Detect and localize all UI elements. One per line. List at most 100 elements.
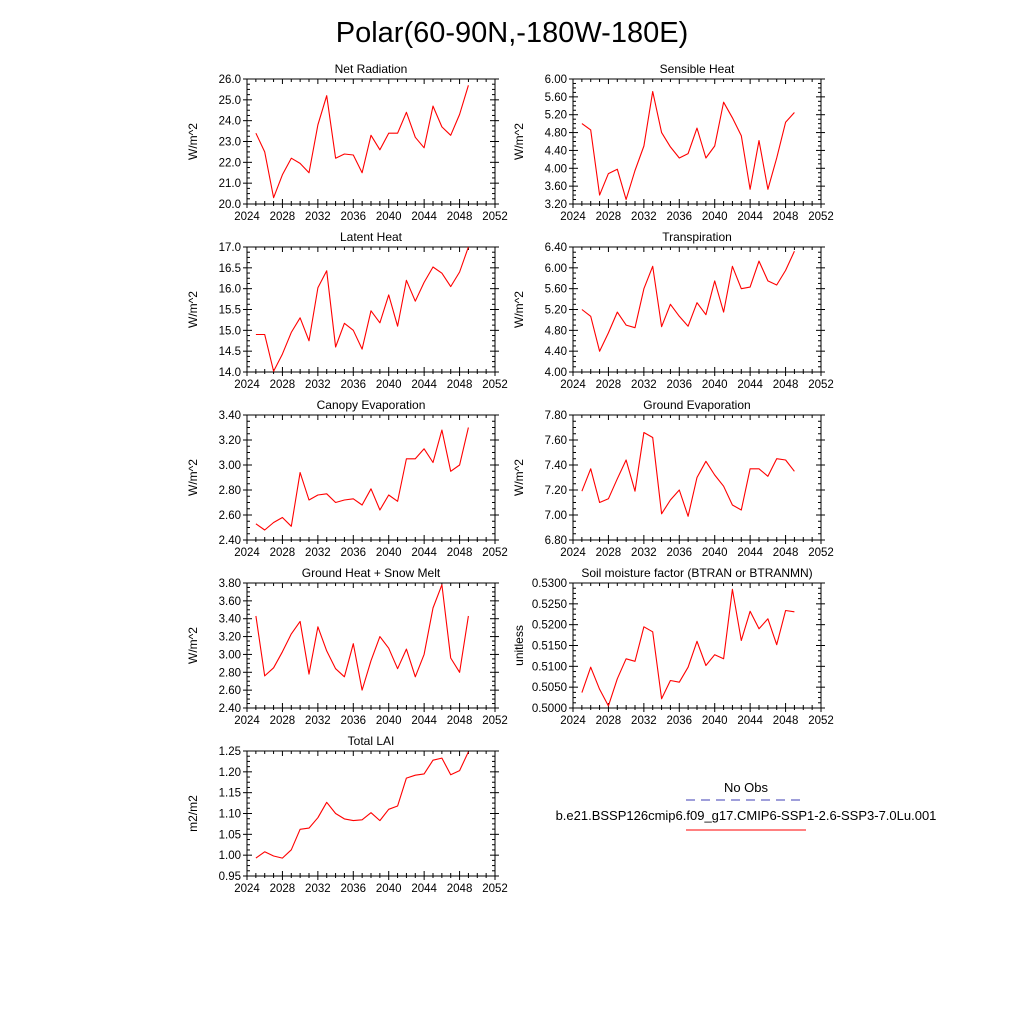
y-tick-label: 20.0 xyxy=(219,199,241,211)
legend-label-model: b.e21.BSSP126cmip6.f09_g17.CMIP6-SSP1-2.… xyxy=(556,808,937,823)
y-tick-label: 2.40 xyxy=(219,703,241,715)
x-tick-label: 2048 xyxy=(773,211,799,223)
y-tick-label: 3.60 xyxy=(219,596,241,608)
x-tick-label: 2040 xyxy=(702,211,728,223)
x-tick-label: 2048 xyxy=(773,547,799,559)
y-tick-label: 7.60 xyxy=(545,435,567,447)
x-tick-label: 2032 xyxy=(305,883,331,895)
x-tick-label: 2024 xyxy=(560,715,586,727)
y-tick-label: 2.80 xyxy=(219,667,241,679)
y-tick-label: 3.40 xyxy=(219,410,241,422)
series-line xyxy=(255,751,469,859)
x-tick-label: 2052 xyxy=(808,715,834,727)
panel-title: Transpiration xyxy=(662,230,732,244)
x-tick-label: 2052 xyxy=(482,715,508,727)
chart-panel-5: Canopy Evaporation W/m^2 2024 2028 2032 2036 2… xyxy=(186,398,508,559)
x-tick-label: 2040 xyxy=(376,547,402,559)
x-tick-label: 2040 xyxy=(702,547,728,559)
chart-panel-4: Transpiration W/m^2 2024 2028 2032 2036 2040 20… xyxy=(512,230,834,391)
x-tick-label: 2052 xyxy=(482,379,508,391)
y-tick-label: 23.0 xyxy=(219,137,241,149)
y-tick-label: 4.80 xyxy=(545,128,567,140)
legend-label-obs: No Obs xyxy=(724,780,769,795)
chart-panel-2: Sensible Heat W/m^2 2024 2028 2032 2036 2040 20… xyxy=(512,62,834,223)
series-line xyxy=(255,427,469,531)
x-tick-label: 2048 xyxy=(447,883,473,895)
x-tick-label: 2044 xyxy=(411,211,437,223)
x-tick-label: 2028 xyxy=(270,883,296,895)
legend: No Obs b.e21.BSSP126cmip6.f09_g17.CMIP6-… xyxy=(556,780,937,831)
y-tick-label: 1.25 xyxy=(219,746,241,758)
y-tick-label: 4.00 xyxy=(545,367,567,379)
y-tick-label: 3.60 xyxy=(545,181,567,193)
y-tick-label: 1.15 xyxy=(219,788,241,800)
x-tick-label: 2032 xyxy=(305,715,331,727)
y-axis-label: W/m^2 xyxy=(186,459,200,496)
y-tick-label: 6.80 xyxy=(545,535,567,547)
y-tick-label: 4.00 xyxy=(545,163,567,175)
y-tick-label: 7.80 xyxy=(545,410,567,422)
y-tick-label: 15.0 xyxy=(219,325,241,337)
panel-title: Sensible Heat xyxy=(660,62,735,76)
x-tick-label: 2036 xyxy=(666,547,692,559)
chart-panel-6: Ground Evaporation W/m^2 2024 2028 2032 2036 2… xyxy=(512,398,834,559)
plot-frame xyxy=(246,78,496,205)
x-tick-label: 2044 xyxy=(411,883,437,895)
x-tick-label: 2044 xyxy=(737,211,763,223)
x-tick-label: 2040 xyxy=(702,379,728,391)
y-tick-label: 6.40 xyxy=(545,242,567,254)
y-tick-label: 7.20 xyxy=(545,485,567,497)
x-tick-label: 2036 xyxy=(340,715,366,727)
plot-frame xyxy=(246,582,496,709)
x-tick-label: 2024 xyxy=(560,379,586,391)
y-tick-label: 0.5300 xyxy=(532,578,567,590)
x-tick-label: 2048 xyxy=(447,379,473,391)
figure-title: Polar(60-90N,-180W-180E) xyxy=(336,17,688,49)
y-axis-label: W/m^2 xyxy=(186,291,200,328)
y-tick-label: 24.0 xyxy=(219,116,241,128)
y-tick-label: 2.40 xyxy=(219,535,241,547)
y-tick-label: 3.40 xyxy=(219,614,241,626)
y-tick-label: 16.5 xyxy=(219,263,241,275)
x-tick-label: 2040 xyxy=(702,715,728,727)
y-tick-label: 1.00 xyxy=(219,850,241,862)
x-tick-label: 2052 xyxy=(808,379,834,391)
panel-title: Ground Heat + Snow Melt xyxy=(302,566,441,580)
y-tick-label: 4.80 xyxy=(545,325,567,337)
y-tick-label: 3.80 xyxy=(219,578,241,590)
x-tick-label: 2044 xyxy=(411,547,437,559)
y-tick-label: 5.60 xyxy=(545,92,567,104)
y-tick-label: 14.5 xyxy=(219,346,241,358)
plot-frame xyxy=(572,246,822,373)
x-tick-label: 2028 xyxy=(596,547,622,559)
x-tick-label: 2024 xyxy=(234,715,260,727)
panel-title: Net Radiation xyxy=(335,62,408,76)
y-axis-label: m2/m2 xyxy=(186,795,200,832)
y-tick-label: 21.0 xyxy=(219,178,241,190)
x-tick-label: 2028 xyxy=(270,211,296,223)
y-tick-label: 1.05 xyxy=(219,829,241,841)
y-tick-label: 17.0 xyxy=(219,242,241,254)
y-axis-label: W/m^2 xyxy=(186,123,200,160)
x-tick-label: 2052 xyxy=(808,211,834,223)
x-tick-label: 2036 xyxy=(340,883,366,895)
series-line xyxy=(581,431,795,517)
x-tick-label: 2040 xyxy=(376,211,402,223)
x-tick-label: 2052 xyxy=(482,547,508,559)
x-tick-label: 2032 xyxy=(631,379,657,391)
y-tick-label: 5.20 xyxy=(545,305,567,317)
x-tick-label: 2048 xyxy=(447,211,473,223)
y-axis-label: unitless xyxy=(512,625,526,666)
y-tick-label: 0.5200 xyxy=(532,620,567,632)
x-tick-label: 2036 xyxy=(340,379,366,391)
y-axis-label: W/m^2 xyxy=(512,291,526,328)
x-tick-label: 2048 xyxy=(447,547,473,559)
panel-title: Ground Evaporation xyxy=(643,398,750,412)
x-tick-label: 2028 xyxy=(596,379,622,391)
x-tick-label: 2040 xyxy=(376,883,402,895)
series-line xyxy=(255,584,469,691)
y-tick-label: 4.40 xyxy=(545,145,567,157)
x-tick-label: 2044 xyxy=(737,547,763,559)
x-tick-label: 2036 xyxy=(340,211,366,223)
